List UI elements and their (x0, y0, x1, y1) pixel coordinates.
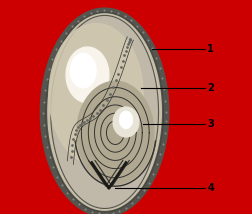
Text: 2: 2 (207, 83, 214, 93)
Polygon shape (77, 81, 154, 184)
Polygon shape (113, 107, 139, 137)
Polygon shape (40, 8, 169, 214)
Text: 3: 3 (207, 119, 214, 129)
Polygon shape (49, 24, 143, 165)
Polygon shape (48, 14, 161, 210)
Text: 1: 1 (207, 44, 214, 54)
Polygon shape (70, 54, 96, 88)
Polygon shape (51, 16, 158, 208)
Text: 4: 4 (207, 183, 214, 193)
Polygon shape (66, 47, 109, 103)
Polygon shape (120, 111, 132, 128)
